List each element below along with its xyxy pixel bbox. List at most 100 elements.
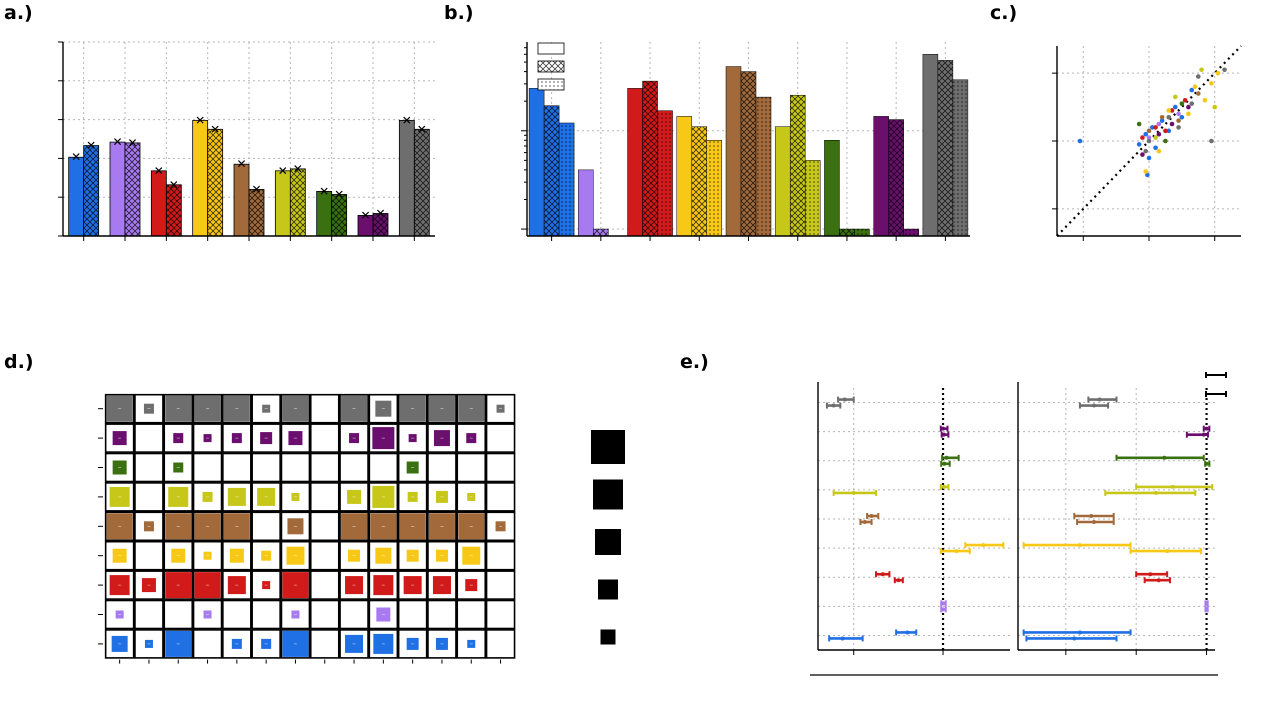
interval-estimate <box>905 630 910 635</box>
bar-cancer-female <box>873 116 889 237</box>
interval-estimate <box>1156 578 1161 583</box>
legend-swatch-pattern <box>538 79 564 90</box>
point-death <box>1222 67 1227 73</box>
grid-cell <box>485 599 516 630</box>
point-cvd <box>1140 135 1145 140</box>
legend-swatch-pattern <box>538 61 564 72</box>
grid-cell <box>222 629 252 659</box>
grid-cell <box>427 599 457 630</box>
point-copd <box>1195 91 1201 96</box>
point-liver <box>1172 94 1178 100</box>
grid-cell <box>309 540 340 571</box>
bar-pattern <box>790 95 806 236</box>
bar-marker: ✕ <box>236 157 246 171</box>
grid-cell <box>134 423 164 453</box>
point-cancer <box>1140 152 1145 157</box>
bar-death-female <box>398 119 415 237</box>
point-renal <box>1202 97 1208 103</box>
interval-estimate <box>831 403 836 408</box>
size-legend-square <box>591 430 625 464</box>
bar-marker: ✕ <box>375 206 385 220</box>
bar-pattern <box>559 122 575 236</box>
bar-hatch <box>125 142 140 236</box>
panel-e-forest-chart <box>810 372 1227 676</box>
grid-cell <box>163 452 194 483</box>
point-renal <box>1186 111 1191 117</box>
bar-marker: ✕ <box>319 184 329 198</box>
point-liver <box>1199 67 1204 73</box>
grid-cell <box>134 629 164 659</box>
point-renal <box>1215 70 1221 76</box>
grid-cell <box>309 423 340 453</box>
point-cancer <box>1169 121 1175 127</box>
interval-estimate <box>1170 484 1175 489</box>
point-liver <box>1212 104 1218 110</box>
panel-d-label: d.) <box>4 351 34 373</box>
grid-cell <box>485 629 516 659</box>
grid-cell <box>309 452 340 483</box>
interval-estimate <box>869 514 874 518</box>
point-death <box>1166 114 1172 120</box>
bar-marker: ✕ <box>417 122 427 136</box>
bar-pattern <box>937 60 953 236</box>
panel-d-atc-grid <box>98 393 625 664</box>
grid-cell <box>485 540 516 571</box>
point-ibd <box>1136 121 1142 127</box>
interval-estimate <box>1091 403 1096 408</box>
point-dementia <box>1136 142 1142 147</box>
grid-cell <box>251 452 281 483</box>
grid-cell <box>251 511 281 542</box>
grid-cell <box>456 599 487 630</box>
interval-estimate <box>1201 432 1206 437</box>
grid-cell <box>163 599 194 630</box>
bar-pattern <box>691 126 707 236</box>
interval-estimate <box>1077 543 1082 548</box>
bar-hatch <box>207 129 223 236</box>
grid-cell <box>134 452 164 483</box>
interval-estimate <box>1162 455 1167 460</box>
interval-estimate <box>1204 426 1209 431</box>
bar-marker: ✕ <box>71 150 81 164</box>
interval-estimate <box>1148 572 1153 577</box>
bar-cvd-female <box>627 88 643 237</box>
grid-cell <box>397 599 428 630</box>
grid-cell <box>485 482 516 512</box>
interval-estimate <box>981 543 986 548</box>
grid-cell <box>134 599 164 630</box>
panel-a-concordance-chart: ✕ ✕ ✕ ✕ ✕ ✕ ✕ ✕ ✕ ✕ ✕ ✕ ✕ ✕ ✕ ✕ ✕ ✕ <box>58 41 435 241</box>
bar-marker: ✕ <box>112 135 122 149</box>
bar-ext-pyram-female <box>109 141 126 237</box>
grid-cell <box>427 423 457 453</box>
grid-cell <box>134 511 164 542</box>
grid-cell <box>104 629 135 659</box>
grid-cell <box>222 452 252 483</box>
bar-marker: ✕ <box>169 178 179 192</box>
interval-estimate <box>1153 490 1158 495</box>
size-legend-square <box>598 579 618 600</box>
point-cvd <box>1182 97 1188 103</box>
panel-e-label: e.) <box>680 351 709 373</box>
bar-marker: ✕ <box>195 113 205 127</box>
interval-estimate <box>1072 636 1077 641</box>
panel-b-count-chart <box>521 42 970 241</box>
interval-estimate <box>941 601 946 606</box>
bar-marker: ✕ <box>278 164 288 178</box>
panel-c-label: c.) <box>990 2 1017 24</box>
point-ibd <box>1163 138 1168 144</box>
bar-dementia-female <box>68 156 85 237</box>
bar-marker: ✕ <box>334 187 344 201</box>
interval-estimate <box>1204 607 1209 612</box>
point-dementia <box>1143 131 1149 137</box>
grid-cell <box>309 570 340 600</box>
point-renal <box>1166 108 1172 113</box>
point-copd <box>1159 114 1165 120</box>
grid-cell <box>192 452 223 483</box>
bar-ext-pyram-female <box>578 169 594 237</box>
grid-cell <box>485 570 516 600</box>
bar-hatch <box>249 189 264 236</box>
grid-cell <box>339 599 369 630</box>
bar-liver-female <box>774 126 791 237</box>
bar-cvd-female <box>150 170 167 237</box>
grid-cell <box>192 629 223 659</box>
